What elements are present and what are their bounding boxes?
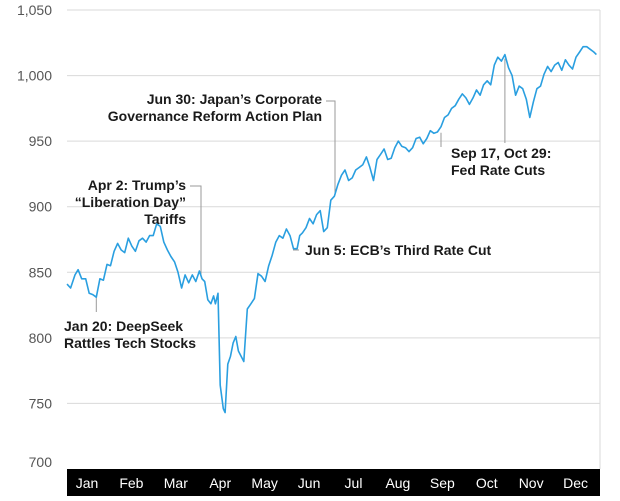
y-tick-label: 750 [29, 395, 53, 411]
month-axis-bar [67, 469, 600, 496]
annotation-label: Jan 20: DeepSeek Rattles Tech Stocks [64, 318, 196, 351]
index-series-line [66, 45, 597, 414]
month-label: Sep [430, 475, 455, 491]
annotation-label: Jun 30: Japan’s Corporate Governance Refo… [108, 91, 322, 124]
month-label: Jun [298, 475, 321, 491]
month-axis-labels: Jan Feb Mar Apr May Jun Jul Aug Sep Oct Nov Dec [76, 475, 588, 491]
month-label: Jan [76, 475, 99, 491]
month-label: Nov [519, 475, 544, 491]
month-label: Apr [209, 475, 231, 491]
annotation-label: Sep 17, Oct 29: Fed Rate Cuts [451, 145, 551, 178]
y-tick-label: 850 [29, 264, 53, 280]
y-axis-ticks: 700 750 800 850 900 950 1,000 1,050 [17, 2, 52, 470]
month-label: May [251, 475, 277, 491]
y-tick-label: 950 [29, 133, 53, 149]
annotation-label: Apr 2: Trump’s “Liberation Day” Tariffs [75, 177, 186, 227]
month-label: Dec [563, 475, 588, 491]
y-tick-label: 800 [29, 330, 53, 346]
annotation-leaders [95, 58, 506, 312]
month-label: Aug [385, 475, 410, 491]
annotation-leader-line [190, 185, 202, 275]
annotation-leader-line [326, 100, 336, 195]
y-tick-label: 1,000 [17, 68, 52, 84]
month-label: Feb [119, 475, 143, 491]
month-label: Oct [476, 475, 498, 491]
annotations: Jan 20: DeepSeek Rattles Tech Stocks Apr 2… [64, 91, 551, 351]
annotation-label: Jun 5: ECB’s Third Rate Cut [305, 242, 492, 258]
y-tick-label: 700 [29, 454, 53, 470]
y-tick-label: 1,050 [17, 2, 52, 18]
gridlines [67, 9, 601, 469]
y-tick-label: 900 [29, 199, 53, 215]
month-label: Mar [164, 475, 188, 491]
month-label: Jul [345, 475, 363, 491]
